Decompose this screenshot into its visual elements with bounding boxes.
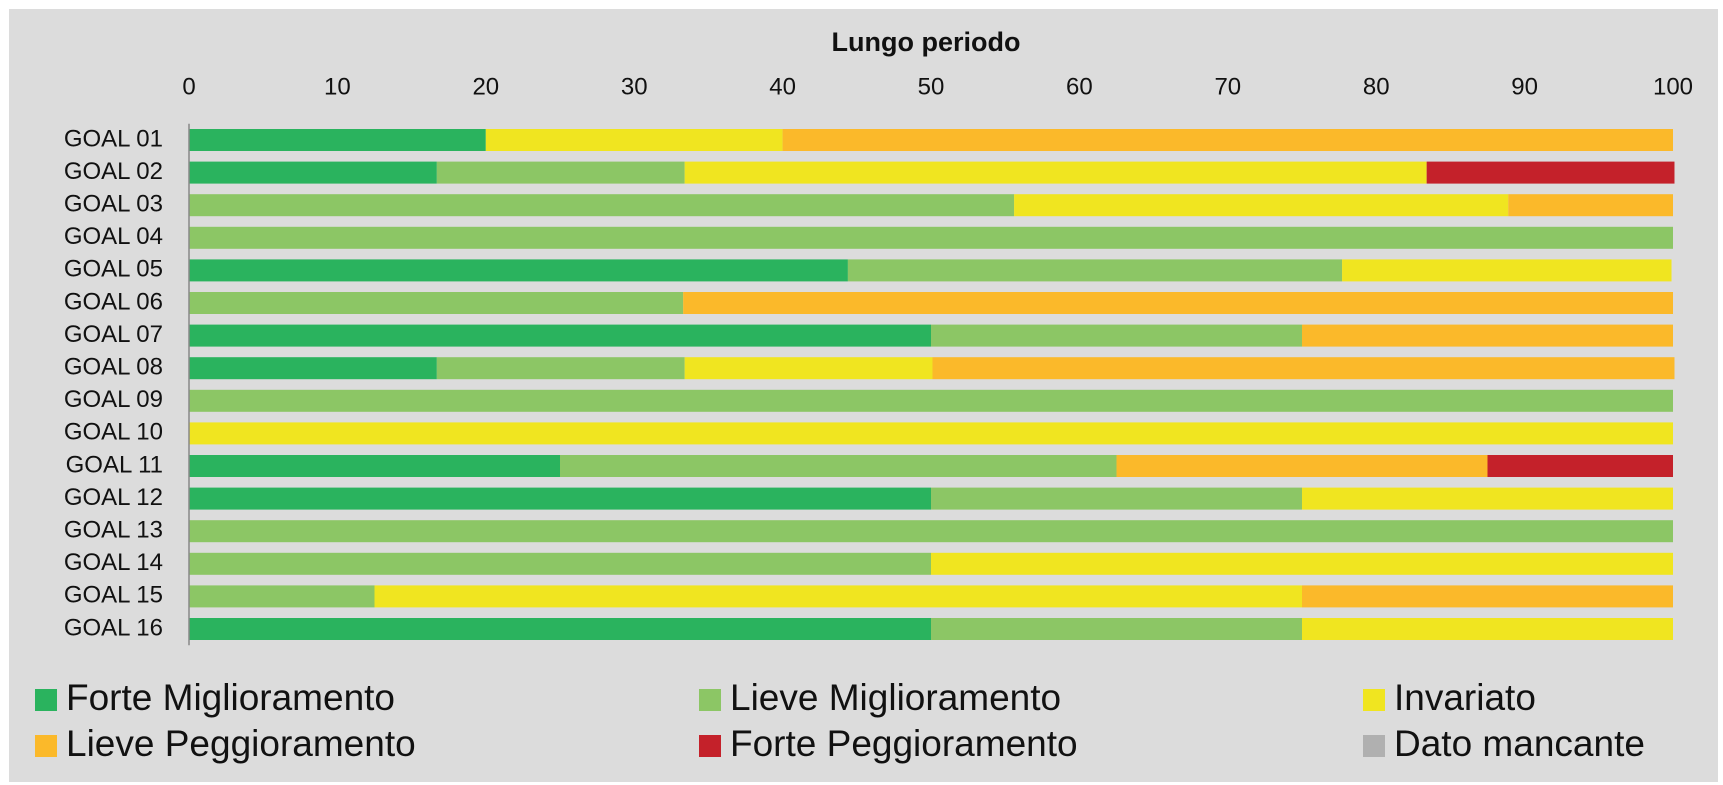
- y-tick-label: GOAL 09: [64, 386, 163, 413]
- x-tick-label: 90: [1511, 73, 1538, 100]
- y-tick-label: GOAL 10: [64, 419, 163, 446]
- legend-label: Forte Miglioramento: [66, 677, 395, 718]
- x-tick-label: 0: [182, 73, 195, 100]
- bar-segment: [189, 226, 1673, 249]
- bar-segment: [436, 357, 685, 380]
- legend-label: Forte Peggioramento: [730, 723, 1078, 764]
- y-tick-label: GOAL 05: [64, 256, 163, 283]
- bar-segment: [189, 129, 486, 151]
- bar-segment: [1302, 618, 1673, 640]
- x-tick-label: 20: [472, 73, 499, 100]
- x-tick-label: 60: [1066, 73, 1093, 100]
- chart-title: Lungo periodo: [832, 27, 1021, 57]
- legend-swatch: [1363, 689, 1385, 711]
- legend-label: Invariato: [1394, 677, 1536, 718]
- legend-label: Dato mancante: [1394, 723, 1645, 764]
- bar-segment: [1426, 161, 1675, 184]
- y-tick-label: GOAL 15: [64, 582, 163, 609]
- x-tick-label: 30: [621, 73, 648, 100]
- y-tick-label: GOAL 12: [64, 484, 163, 511]
- bar-segment: [189, 324, 931, 347]
- bar-segment: [189, 194, 1015, 217]
- bar-segment: [189, 357, 437, 380]
- y-tick-label: GOAL 16: [64, 614, 163, 641]
- bar-segment: [1302, 487, 1673, 510]
- x-tick-label: 100: [1653, 73, 1693, 100]
- bar-segment: [684, 161, 1427, 184]
- bar-segment: [683, 292, 1673, 314]
- legend-swatch: [699, 735, 721, 757]
- bar-segment: [189, 292, 684, 314]
- bar-segment: [932, 357, 1675, 380]
- bar-segment: [189, 520, 1673, 543]
- x-tick-label: 50: [918, 73, 945, 100]
- bar-segment: [560, 455, 1117, 477]
- bar-segment: [1116, 455, 1488, 477]
- legend-label: Lieve Miglioramento: [730, 677, 1061, 718]
- bar-segment: [485, 129, 783, 151]
- bar-segment: [931, 552, 1673, 575]
- y-tick-label: GOAL 14: [64, 549, 163, 576]
- bar-segment: [436, 161, 685, 184]
- y-tick-label: GOAL 03: [64, 191, 163, 218]
- y-tick-label: GOAL 06: [64, 288, 163, 315]
- bar-segment: [189, 161, 437, 184]
- x-tick-label: 80: [1363, 73, 1390, 100]
- bar-segment: [189, 618, 931, 640]
- bar-segment: [189, 389, 1673, 412]
- y-tick-label: GOAL 01: [64, 125, 163, 152]
- x-tick-label: 70: [1214, 73, 1241, 100]
- x-tick-label: 10: [324, 73, 351, 100]
- bar-segment: [189, 455, 560, 477]
- bar-segment: [847, 259, 1343, 282]
- y-tick-label: GOAL 08: [64, 354, 163, 381]
- bar-segment: [189, 259, 848, 282]
- bar-segment: [189, 552, 931, 575]
- bar-segment: [1302, 585, 1673, 608]
- bar-segment: [684, 357, 933, 380]
- legend-swatch: [35, 735, 57, 757]
- bar-segment: [1342, 259, 1672, 282]
- bar-segment: [1487, 455, 1673, 477]
- bar-segment: [1508, 194, 1673, 217]
- bar-segment: [1302, 324, 1673, 347]
- bar-segment: [374, 585, 1302, 608]
- bar-segment: [782, 129, 1673, 151]
- bar-segment: [189, 422, 1673, 445]
- x-tick-label: 40: [769, 73, 796, 100]
- legend-swatch: [35, 689, 57, 711]
- bar-segment: [931, 618, 1302, 640]
- y-tick-label: GOAL 02: [64, 158, 163, 185]
- legend-label: Lieve Peggioramento: [66, 723, 416, 764]
- y-tick-label: GOAL 11: [66, 451, 163, 478]
- bar-segment: [1014, 194, 1509, 217]
- y-tick-label: GOAL 04: [64, 223, 163, 250]
- bar-segment: [931, 324, 1302, 347]
- bar-segment: [189, 585, 375, 608]
- y-tick-label: GOAL 07: [64, 321, 163, 348]
- y-tick-label: GOAL 13: [64, 517, 163, 544]
- legend-swatch: [699, 689, 721, 711]
- bar-segment: [931, 487, 1302, 510]
- legend-swatch: [1363, 735, 1385, 757]
- bar-segment: [189, 487, 931, 510]
